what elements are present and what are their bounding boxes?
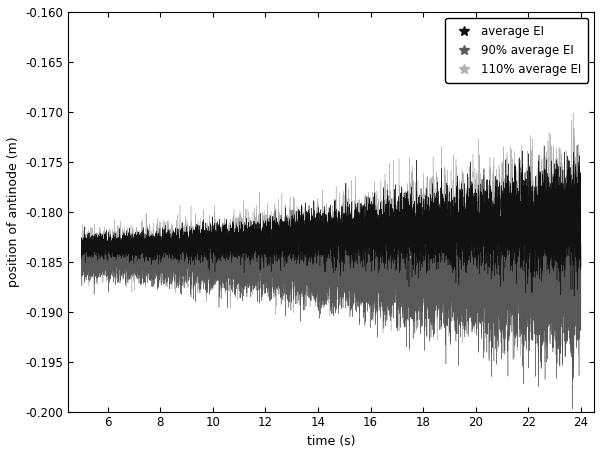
Legend: average EI, 90% average EI, 110% average EI: average EI, 90% average EI, 110% average… xyxy=(445,18,588,83)
X-axis label: time (s): time (s) xyxy=(307,435,355,448)
Y-axis label: position of antinode (m): position of antinode (m) xyxy=(7,136,20,287)
